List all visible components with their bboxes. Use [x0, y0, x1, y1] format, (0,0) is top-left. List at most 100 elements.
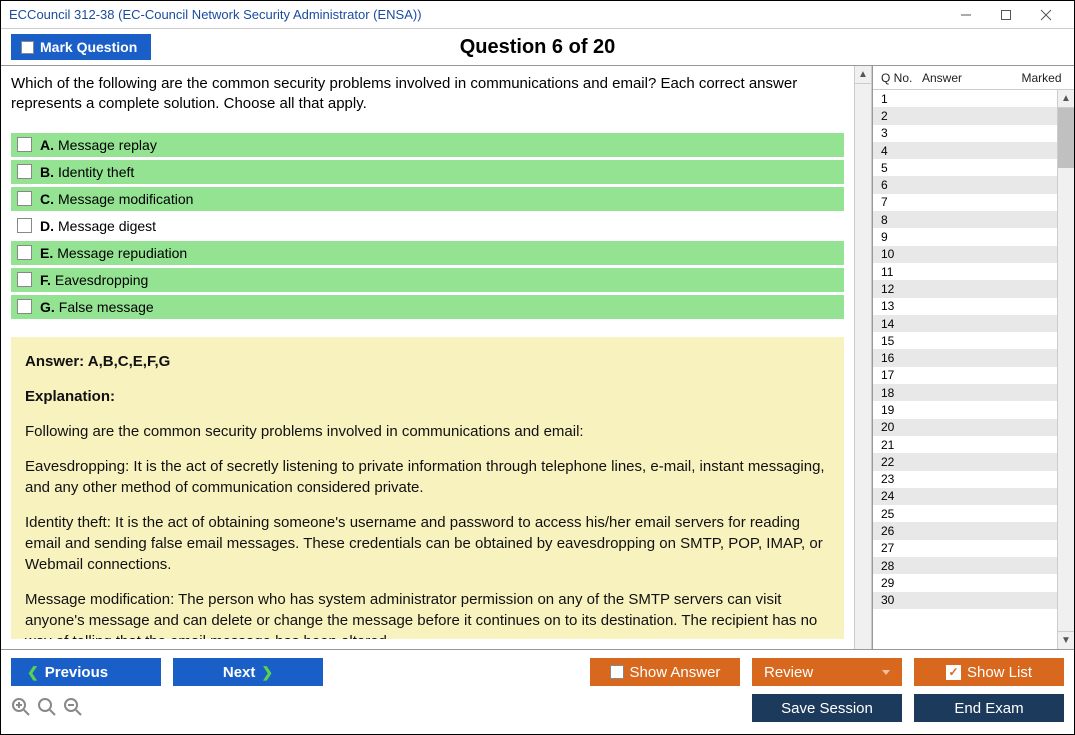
window-controls: [946, 4, 1066, 26]
header-bar: Mark Question Question 6 of 20: [1, 29, 1074, 65]
zoom-icon: [37, 697, 57, 717]
question-list-row[interactable]: 23: [873, 471, 1057, 488]
review-button[interactable]: Review: [752, 658, 902, 686]
col-answer-header: Answer: [918, 71, 1009, 85]
question-list-row[interactable]: 19: [873, 401, 1057, 418]
close-icon: [1040, 9, 1052, 21]
mark-question-label: Mark Question: [40, 39, 137, 55]
zoom-reset-button[interactable]: [37, 697, 57, 720]
question-list-row[interactable]: 9: [873, 228, 1057, 245]
minimize-button[interactable]: [946, 4, 986, 26]
scroll-thumb[interactable]: [1058, 108, 1074, 168]
end-exam-button[interactable]: End Exam: [914, 694, 1064, 722]
question-pane: Which of the following are the common se…: [1, 66, 854, 649]
zoom-out-icon: [63, 697, 83, 717]
question-list-row[interactable]: 15: [873, 332, 1057, 349]
choice-row[interactable]: G.False message: [11, 295, 844, 319]
previous-label: Previous: [45, 664, 108, 681]
choice-row[interactable]: C.Message modification: [11, 187, 844, 211]
show-answer-label: Show Answer: [630, 664, 721, 681]
body: Which of the following are the common se…: [1, 65, 1074, 650]
question-list-row[interactable]: 30: [873, 592, 1057, 609]
answer-line: Answer: A,B,C,E,F,G: [25, 353, 170, 370]
choice-row[interactable]: E.Message repudiation: [11, 241, 844, 265]
close-button[interactable]: [1026, 4, 1066, 26]
question-list-row[interactable]: 29: [873, 574, 1057, 591]
question-list-row[interactable]: 20: [873, 419, 1057, 436]
show-answer-button[interactable]: Show Answer: [590, 658, 740, 686]
save-session-button[interactable]: Save Session: [752, 694, 902, 722]
previous-button[interactable]: ❮ Previous: [11, 658, 161, 686]
choice-letter: F.: [40, 272, 51, 288]
main-scrollbar[interactable]: ▲: [854, 66, 872, 649]
checkbox-icon: [17, 245, 32, 260]
maximize-button[interactable]: [986, 4, 1026, 26]
answer-explanation-box: Answer: A,B,C,E,F,G Explanation: Followi…: [11, 337, 844, 640]
choice-text: False message: [59, 299, 154, 315]
question-list-row[interactable]: 14: [873, 315, 1057, 332]
next-label: Next: [223, 664, 256, 681]
question-list-row[interactable]: 24: [873, 488, 1057, 505]
question-list-row[interactable]: 26: [873, 522, 1057, 539]
question-list-row[interactable]: 2: [873, 107, 1057, 124]
choice-row[interactable]: D.Message digest: [11, 214, 844, 238]
choice-text: Identity theft: [58, 164, 134, 180]
question-list-row[interactable]: 11: [873, 263, 1057, 280]
explanation-paragraph: Following are the common security proble…: [25, 421, 830, 442]
choice-letter: B.: [40, 164, 54, 180]
question-list-row[interactable]: 28: [873, 557, 1057, 574]
zoom-in-button[interactable]: [11, 697, 31, 720]
chevron-left-icon: ❮: [27, 664, 39, 681]
question-list-row[interactable]: 18: [873, 384, 1057, 401]
question-list-row[interactable]: 6: [873, 176, 1057, 193]
question-list-row[interactable]: 16: [873, 349, 1057, 366]
show-list-label: Show List: [967, 664, 1032, 681]
question-list-row[interactable]: 1: [873, 90, 1057, 107]
checkbox-icon: [17, 164, 32, 179]
chevron-right-icon: ❯: [261, 664, 273, 681]
end-exam-label: End Exam: [954, 700, 1023, 717]
question-list-rows: 1234567891011121314151617181920212223242…: [873, 90, 1057, 649]
zoom-out-button[interactable]: [63, 697, 83, 720]
question-list-row[interactable]: 7: [873, 194, 1057, 211]
next-button[interactable]: Next ❯: [173, 658, 323, 686]
checkbox-icon: [610, 665, 624, 679]
explanation-paragraph: Message modification: The person who has…: [25, 589, 830, 640]
question-list-row[interactable]: 10: [873, 246, 1057, 263]
question-list-row[interactable]: 3: [873, 125, 1057, 142]
checkbox-icon: [21, 41, 34, 54]
checkbox-icon: [17, 137, 32, 152]
question-list-row[interactable]: 4: [873, 142, 1057, 159]
mark-question-button[interactable]: Mark Question: [11, 34, 151, 60]
question-list-row[interactable]: 12: [873, 280, 1057, 297]
question-text: Which of the following are the common se…: [11, 74, 844, 115]
checkbox-icon: [17, 218, 32, 233]
question-list-row[interactable]: 27: [873, 540, 1057, 557]
choice-letter: G.: [40, 299, 55, 315]
question-list-row[interactable]: 5: [873, 159, 1057, 176]
review-label: Review: [764, 664, 813, 681]
scroll-up-icon: ▲: [855, 66, 871, 84]
question-list-row[interactable]: 22: [873, 453, 1057, 470]
explanation-paragraph: Eavesdropping: It is the act of secretly…: [25, 456, 830, 498]
choice-row[interactable]: B.Identity theft: [11, 160, 844, 184]
question-list-pane: Q No. Answer Marked 12345678910111213141…: [872, 66, 1074, 649]
question-list-scrollbar[interactable]: ▲ ▼: [1057, 90, 1074, 649]
question-counter: Question 6 of 20: [1, 36, 1074, 59]
maximize-icon: [1000, 9, 1012, 21]
choice-row[interactable]: A.Message replay: [11, 133, 844, 157]
checkbox-icon: [17, 272, 32, 287]
footer: ❮ Previous Next ❯ Show Answer Review ✓ S…: [1, 650, 1074, 734]
question-list-row[interactable]: 8: [873, 211, 1057, 228]
zoom-in-icon: [11, 697, 31, 717]
question-list-row[interactable]: 17: [873, 367, 1057, 384]
question-list-row[interactable]: 21: [873, 436, 1057, 453]
choice-text: Message replay: [58, 137, 157, 153]
question-list-row[interactable]: 25: [873, 505, 1057, 522]
choice-row[interactable]: F.Eavesdropping: [11, 268, 844, 292]
zoom-controls: [11, 697, 83, 720]
show-list-button[interactable]: ✓ Show List: [914, 658, 1064, 686]
explanation-paragraph: Identity theft: It is the act of obtaini…: [25, 512, 830, 575]
question-list-row[interactable]: 13: [873, 298, 1057, 315]
choice-text: Message modification: [58, 191, 193, 207]
